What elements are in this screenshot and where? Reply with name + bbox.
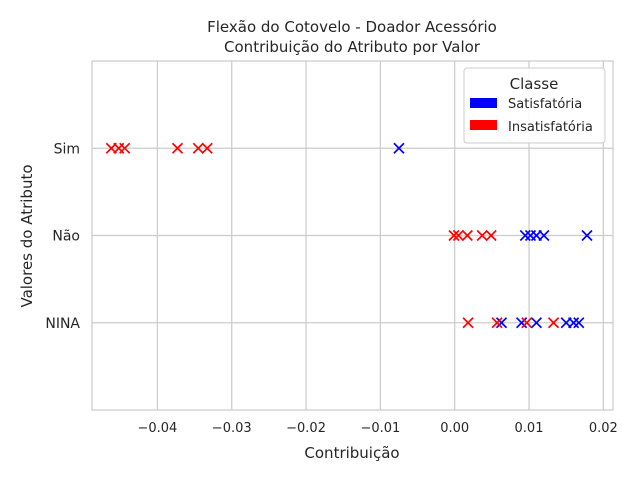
legend-label-satisfatoria: Satisfatória <box>508 97 582 112</box>
data-point-marker <box>119 142 131 154</box>
data-point-marker <box>452 229 464 242</box>
x-axis-label: Contribuição <box>304 444 399 462</box>
x-tick-label: 0.00 <box>440 421 469 436</box>
data-point-marker <box>201 142 213 154</box>
data-point-marker <box>393 142 405 154</box>
data-point-marker <box>568 317 580 329</box>
data-point-marker <box>530 317 543 329</box>
data-point-marker <box>485 229 497 242</box>
x-tick-label: −0.04 <box>137 421 177 436</box>
legend-swatch-satisfatoria <box>470 98 497 108</box>
data-point-marker <box>495 317 508 329</box>
x-tick-label: −0.03 <box>212 421 252 436</box>
x-tick-label: 0.02 <box>589 421 618 436</box>
data-point-marker <box>521 317 533 329</box>
chart-title: Flexão do Cotovelo - Doador Acessório <box>207 18 497 36</box>
data-markers <box>105 142 593 329</box>
data-point-marker <box>448 229 460 242</box>
data-point-marker <box>581 229 593 242</box>
data-point-marker <box>516 317 528 329</box>
legend: Classe Satisfatória Insatisfatória <box>463 67 606 144</box>
y-axis-label: Valores do Atributo <box>18 164 36 307</box>
legend-label-insatisfatoria: Insatisfatória <box>508 120 593 135</box>
x-tick-labels: −0.04 −0.03 −0.02 −0.01 0.00 0.01 0.02 <box>137 421 617 436</box>
data-point-marker <box>171 142 184 154</box>
data-point-marker <box>192 142 204 154</box>
y-tick-label: NINA <box>45 316 80 332</box>
data-point-marker <box>491 317 503 329</box>
data-point-marker <box>547 317 560 329</box>
legend-box <box>463 67 606 144</box>
x-tick-label: 0.01 <box>515 421 544 436</box>
x-tick-label: −0.01 <box>360 421 400 436</box>
data-point-marker <box>476 229 488 242</box>
legend-swatch-insatisfatoria <box>470 120 497 130</box>
x-tick-label: −0.02 <box>286 421 326 436</box>
y-tick-label: Não <box>52 229 80 245</box>
y-tick-labels: Sim Não NINA <box>45 141 80 332</box>
data-point-marker <box>461 229 473 242</box>
data-point-marker <box>462 317 474 329</box>
data-point-marker <box>519 229 531 242</box>
chart-subtitle: Contribuição do Atributo por Valor <box>224 38 481 56</box>
legend-title: Classe <box>510 75 559 93</box>
data-point-marker <box>538 229 550 242</box>
data-point-marker <box>573 317 585 329</box>
plot-area <box>91 60 614 411</box>
y-tick-label: Sim <box>54 141 80 157</box>
